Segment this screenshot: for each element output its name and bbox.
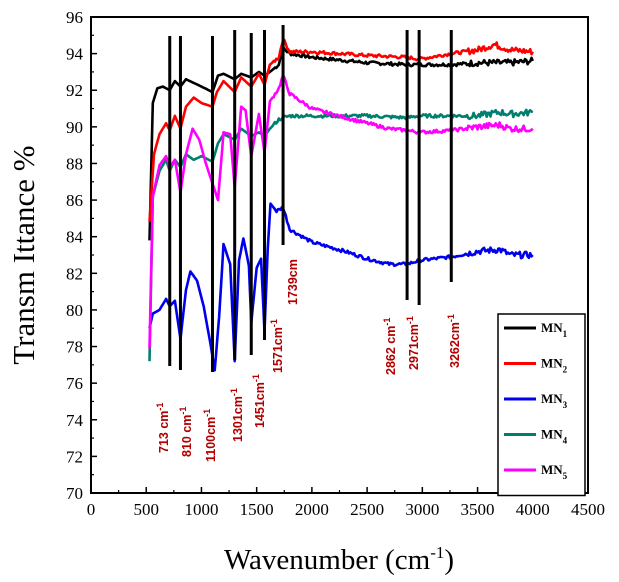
x-tick-label: 500 [133, 500, 159, 519]
y-tick-label: 72 [66, 447, 83, 466]
peak-marker-lines [168, 25, 453, 372]
y-tick-label: 96 [66, 8, 83, 27]
x-tick-label: 3000 [405, 500, 439, 519]
y-tick-label: 80 [66, 301, 83, 320]
x-tick-label: 3500 [461, 500, 495, 519]
peak-label-1571: 1571cm-1 [269, 319, 285, 373]
peak-label-2971: 2971cm-1 [405, 316, 421, 370]
peak-label-text: 2971cm [407, 324, 421, 370]
peak-label-sup: -1 [202, 409, 212, 417]
peak-label-3262: 3262cm-1 [446, 314, 462, 368]
peak-label-sup: -1 [382, 318, 392, 326]
series-line-mn2 [148, 38, 534, 223]
peak-label-text: 3262cm [448, 322, 462, 368]
x-tick-label: 0 [87, 500, 96, 519]
legend-label-mn4: MN4 [541, 427, 568, 446]
legend-label-mn3: MN3 [541, 391, 568, 410]
y-tick-label: 92 [66, 81, 83, 100]
legend-label-mn1: MN1 [541, 320, 568, 339]
peak-label-2862: 2862 cm-1 [382, 318, 398, 375]
peak-label-sup: -1 [251, 374, 261, 382]
peak-label-text: 1739cm [286, 259, 300, 305]
peak-label-sup: -1 [269, 319, 279, 327]
series-lines [148, 38, 534, 372]
peak-label-text: 1451cm [253, 382, 267, 428]
peak-label-sup: -1 [446, 314, 456, 322]
y-tick-label: 94 [66, 45, 84, 64]
x-axis-title-close: ) [444, 544, 454, 576]
x-tick-label: 1500 [240, 500, 274, 519]
series-line-mn1 [148, 45, 534, 241]
y-axis-title: Transm Ittance % [6, 145, 41, 364]
x-axis-title-sup: -1 [430, 543, 444, 562]
legend-label-mn2: MN2 [541, 356, 568, 375]
y-tick-label: 90 [66, 118, 83, 137]
peak-label-1100: 1100cm-1 [202, 409, 218, 462]
x-axis-title: Wavenumber (cm-1) [224, 543, 454, 576]
peak-label-text: 810 cm [180, 415, 194, 457]
peak-label-sup: -1 [178, 407, 188, 415]
x-tick-label: 2500 [350, 500, 384, 519]
legend-box [497, 313, 586, 497]
y-tick-label: 74 [66, 411, 84, 430]
peak-label-text: 1301cm [231, 396, 245, 442]
peak-label-1451: 1451cm-1 [251, 374, 267, 428]
x-tick-label: 4000 [516, 500, 550, 519]
peak-label-810: 810 cm-1 [178, 407, 194, 457]
y-tick-label: 70 [66, 484, 83, 503]
peak-label-text: 2862 cm [384, 326, 398, 375]
x-tick-label: 1000 [184, 500, 218, 519]
axis-ticks: 0 500 1000 1500 2000 2500 3000 3500 4000 4500 70 72… [66, 8, 605, 519]
legend-label-mn5: MN5 [541, 462, 568, 481]
y-tick-label: 82 [66, 264, 83, 283]
peak-label-1739: 1739cm [286, 259, 300, 305]
y-tick-label: 76 [66, 374, 83, 393]
y-tick-label: 86 [66, 191, 83, 210]
legend: MN1 MN2 MN3 MN4 MN5 [497, 313, 586, 497]
peak-label-text: 1100cm [204, 417, 218, 462]
peak-label-1301: 1301cm-1 [229, 388, 245, 442]
peak-label-sup: -1 [155, 403, 165, 411]
x-tick-label: 2000 [295, 500, 329, 519]
peak-label-text: 1571cm [271, 327, 285, 373]
x-axis-title-main: Wavenumber (cm [224, 544, 431, 576]
peak-label-text: 713 cm [157, 411, 171, 453]
x-tick-label: 4500 [571, 500, 605, 519]
series-line-mn3 [148, 202, 534, 372]
peak-label-sup: -1 [229, 388, 239, 396]
y-tick-label: 78 [66, 338, 83, 357]
peak-label-sup: -1 [405, 316, 415, 324]
peak-label-713: 713 cm-1 [155, 403, 171, 453]
y-tick-label: 88 [66, 154, 83, 173]
y-tick-label: 84 [66, 228, 84, 247]
